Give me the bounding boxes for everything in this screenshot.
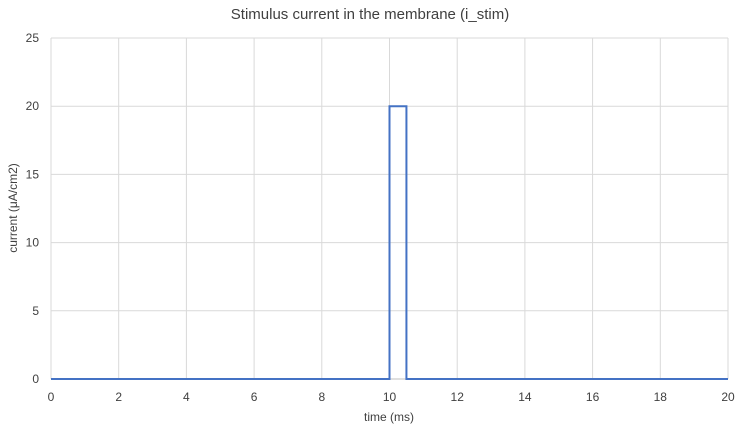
y-axis-title: current (μA/cm2) xyxy=(6,163,20,253)
y-tick-label: 5 xyxy=(32,304,39,318)
x-tick-label: 0 xyxy=(48,390,55,404)
y-tick-label: 15 xyxy=(26,167,40,181)
series-line-0 xyxy=(51,105,728,380)
x-tick-label: 18 xyxy=(654,390,668,404)
x-tick-label: 8 xyxy=(318,390,325,404)
y-tick-label: 20 xyxy=(26,99,40,113)
x-tick-label: 6 xyxy=(251,390,258,404)
chart-title: Stimulus current in the membrane (i_stim… xyxy=(231,6,509,23)
y-tick-label: 10 xyxy=(26,236,40,250)
x-tick-label: 14 xyxy=(518,390,532,404)
x-tick-label: 12 xyxy=(451,390,465,404)
series-group xyxy=(51,105,728,380)
x-tick-label: 20 xyxy=(721,390,735,404)
x-tick-label: 10 xyxy=(383,390,397,404)
x-tick-label: 4 xyxy=(183,390,190,404)
y-tick-label: 0 xyxy=(32,372,39,386)
tick-labels: 0 2 4 6 8 10 12 14 16 18 20 0 5 10 15 20 25 xyxy=(26,31,735,404)
x-tick-label: 2 xyxy=(115,390,122,404)
y-tick-label: 25 xyxy=(26,31,40,45)
x-tick-label: 16 xyxy=(586,390,600,404)
x-axis-title: time (ms) xyxy=(364,410,414,424)
